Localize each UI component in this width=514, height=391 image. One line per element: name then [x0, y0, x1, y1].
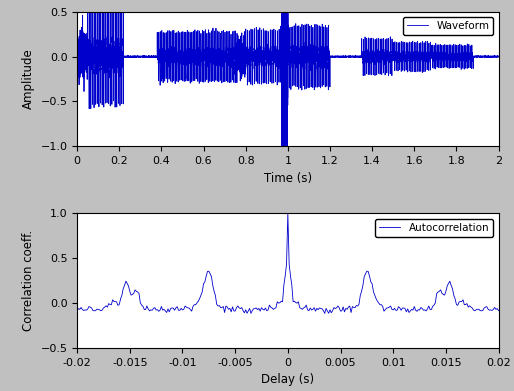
- Legend: Waveform: Waveform: [403, 17, 493, 35]
- Y-axis label: Correlation coeff.: Correlation coeff.: [22, 230, 35, 331]
- Legend: Autocorrelation: Autocorrelation: [375, 219, 493, 237]
- X-axis label: Time (s): Time (s): [264, 172, 312, 185]
- Y-axis label: Amplitude: Amplitude: [22, 48, 35, 109]
- X-axis label: Delay (s): Delay (s): [261, 373, 315, 386]
